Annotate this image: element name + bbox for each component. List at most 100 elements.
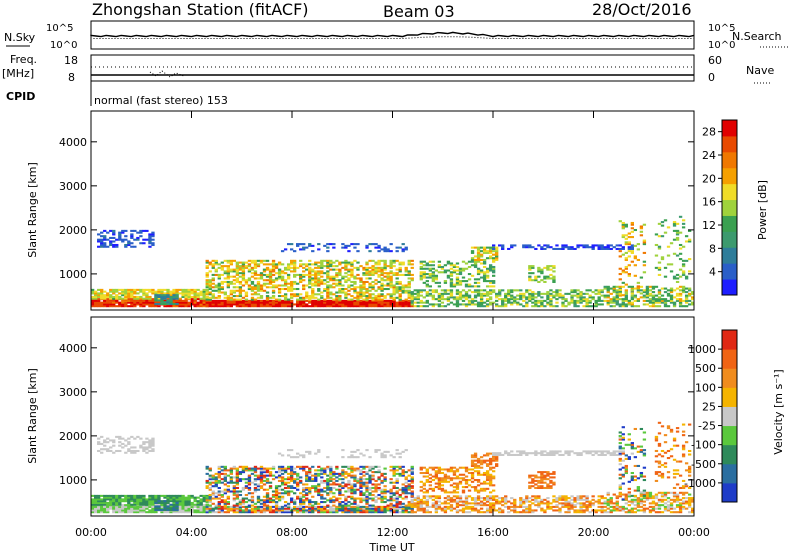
heatmap-cell [286,286,291,289]
heatmap-cell [537,275,541,278]
heatmap-cell [202,288,206,291]
heatmap-cell [380,277,384,280]
heatmap-cell [407,259,411,262]
heatmap-cell [425,480,429,483]
heatmap-cell [274,301,279,304]
heatmap-cell [332,279,336,282]
heatmap-cell [482,504,487,507]
heatmap-cell [305,511,309,514]
heatmap-cell [326,266,330,269]
heatmap-cell [130,295,134,298]
heatmap-cell [522,296,526,299]
heatmap-cell [280,511,285,514]
heatmap-cell [115,449,119,453]
heatmap-cell [244,507,249,510]
heatmap-cell [280,270,285,273]
heatmap-cell [422,500,426,503]
heatmap-cell [217,472,221,475]
heatmap-cell [205,485,209,488]
heatmap-cell [401,305,405,308]
heatmap-cell [374,479,378,482]
heatmap-cell [296,244,300,247]
heatmap-cell [422,509,426,512]
heatmap-cell [443,509,448,512]
heatmap-cell [250,287,255,291]
heatmap-cell [130,449,134,453]
heatmap-cell [277,273,282,276]
heatmap-cell [148,235,152,238]
heatmap-cell [485,495,490,498]
heatmap-cell [184,496,188,499]
heatmap-cell [543,275,547,278]
heatmap-cell [271,296,276,299]
heatmap-cell [148,494,152,497]
heatmap-cell [314,270,318,273]
heatmap-cell [265,298,270,301]
heatmap-cell [320,488,324,491]
heatmap-cell [482,502,487,505]
heatmap-cell [271,261,276,264]
heatmap-cell [332,495,336,498]
heatmap-cell [241,261,246,264]
heatmap-cell [217,465,221,468]
heatmap-cell [458,280,463,283]
heatmap-cell [286,507,291,510]
heatmap-cell [425,273,429,276]
heatmap-cell [97,500,101,503]
heatmap-cell [401,472,405,475]
heatmap-cell [473,285,478,288]
heatmap-cell [323,301,327,304]
heatmap-cell [326,305,330,308]
heatmap-cell [286,472,291,475]
heatmap-cell [395,502,399,505]
heatmap-cell [124,301,128,304]
heatmap-cell [323,259,327,262]
heatmap-cell [205,481,209,484]
heatmap-cell [127,295,131,298]
heatmap-cell [253,479,258,482]
heatmap-cell [259,277,264,280]
heatmap-cell [268,282,273,285]
heatmap-cell [148,441,152,444]
heatmap-cell [443,511,448,514]
heatmap-cell [299,454,303,457]
heatmap-cell [241,273,246,276]
heatmap-cell [531,291,535,294]
heatmap-cell [256,263,261,266]
heatmap-cell [211,492,215,495]
heatmap-cell [675,280,680,284]
heatmap-cell [359,499,363,502]
heatmap-cell [555,244,559,247]
heatmap-cell [262,509,267,512]
heatmap-cell [262,284,267,287]
heatmap-cell [160,297,164,300]
heatmap-cell [528,507,532,510]
heatmap-cell [395,259,399,262]
heatmap-cell [112,301,116,304]
heatmap-cell [280,495,285,498]
heatmap-cell [202,494,206,497]
heatmap-cell [106,231,110,234]
heatmap-cell [359,492,363,495]
heatmap-cell [229,305,234,308]
heatmap-cell [326,286,330,289]
heatmap-cell [160,503,164,506]
heatmap-cell [609,299,613,302]
heatmap-cell [431,505,436,508]
heatmap-cell [386,504,390,507]
heatmap-cell [419,489,423,492]
heatmap-cell [410,469,414,472]
heatmap-cell [491,498,496,501]
heatmap-cell [615,299,619,302]
heatmap-cell [265,282,270,285]
heatmap-cell [259,284,264,287]
heatmap-cell [241,469,246,472]
heatmap-cell [166,292,170,295]
heatmap-cell [253,474,258,477]
heatmap-cell [302,488,306,491]
heatmap-cell [368,293,372,296]
heatmap-cell [434,486,439,489]
heatmap-cell [359,505,363,508]
heatmap-cell [633,264,638,267]
heatmap-cell [256,501,261,504]
